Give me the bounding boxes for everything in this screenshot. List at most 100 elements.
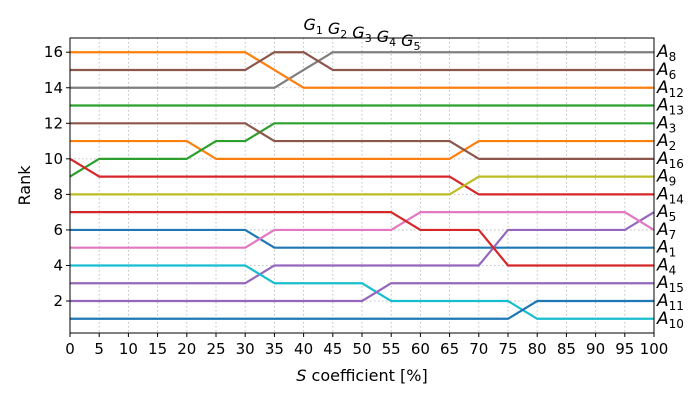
- series-line-5: [70, 122, 654, 160]
- right-label-sub-1: 6: [669, 68, 677, 82]
- right-label-A16: A16: [656, 149, 684, 171]
- x-tick-label-18: 90: [586, 340, 605, 358]
- x-tick-label-9: 45: [323, 340, 342, 358]
- right-label-sub-14: 11: [669, 299, 684, 313]
- x-tick-label-7: 35: [265, 340, 284, 358]
- right-label-sub-11: 1: [669, 246, 677, 260]
- x-tick-label-15: 75: [498, 340, 517, 358]
- right-label-main-7: A: [656, 167, 669, 187]
- right-label-A9: A9: [656, 167, 676, 189]
- right-label-A13: A13: [656, 96, 684, 118]
- right-label-sub-13: 15: [669, 281, 684, 295]
- y-tick-label-6: 14: [44, 79, 63, 97]
- series-line-9: [70, 264, 654, 320]
- x-tick-label-10: 50: [352, 340, 371, 358]
- y-tick-label-4: 10: [44, 150, 63, 168]
- x-axis-label: S coefficient [%]: [296, 366, 427, 385]
- series-line-10: [70, 299, 654, 320]
- title-part-sub-0: 1: [316, 24, 323, 37]
- right-label-A7: A7: [656, 220, 676, 242]
- right-label-A14: A14: [656, 184, 684, 206]
- series-line-1: [70, 139, 654, 160]
- right-label-A12: A12: [656, 78, 684, 100]
- series-line-7: [70, 51, 654, 89]
- series-line-13: [70, 211, 654, 267]
- title-part-sub-4: 5: [414, 40, 421, 53]
- right-label-main-11: A: [656, 238, 669, 258]
- right-label-main-6: A: [656, 149, 669, 169]
- series-line-0: [70, 228, 654, 249]
- right-label-sub-3: 13: [669, 104, 684, 118]
- x-tick-label-17: 85: [557, 340, 576, 358]
- series-line-8: [70, 175, 654, 196]
- right-label-A2: A2: [656, 131, 676, 153]
- right-label-sub-10: 7: [669, 228, 677, 242]
- right-label-A3: A3: [656, 113, 676, 135]
- x-tick-label-20: 100: [640, 340, 669, 358]
- x-tick-label-16: 80: [528, 340, 547, 358]
- right-label-A15: A15: [656, 273, 684, 295]
- right-label-sub-15: 10: [669, 317, 684, 331]
- y-tick-label-2: 6: [53, 221, 63, 239]
- right-label-main-4: A: [656, 113, 669, 133]
- right-label-A11: A11: [656, 291, 684, 313]
- y-tick-label-5: 12: [44, 114, 63, 132]
- x-tick-label-8: 40: [294, 340, 313, 358]
- right-label-sub-6: 16: [669, 157, 684, 171]
- x-axis-label-rest: coefficient [%]: [306, 366, 427, 385]
- series-line-14: [70, 282, 654, 303]
- y-tick-label-3: 8: [53, 185, 63, 203]
- right-label-main-14: A: [656, 291, 669, 311]
- x-tick-label-1: 5: [94, 340, 104, 358]
- x-axis-label-italic: S: [296, 366, 306, 385]
- x-tick-label-4: 20: [177, 340, 196, 358]
- right-label-A10: A10: [656, 309, 684, 331]
- x-tick-label-14: 70: [469, 340, 488, 358]
- series-line-15: [70, 51, 654, 72]
- right-label-main-1: A: [656, 60, 669, 80]
- y-tick-label-7: 16: [44, 43, 63, 61]
- right-label-main-5: A: [656, 131, 669, 151]
- right-label-main-13: A: [656, 273, 669, 293]
- right-label-main-3: A: [656, 96, 669, 116]
- x-tick-label-6: 30: [236, 340, 255, 358]
- chart-title: G1 G2 G3 G4 G5: [303, 15, 420, 53]
- right-label-sub-9: 5: [669, 210, 677, 224]
- x-tick-label-2: 10: [119, 340, 138, 358]
- title-part-main-4: G: [401, 31, 413, 50]
- right-label-main-0: A: [656, 42, 669, 62]
- right-label-A5: A5: [656, 202, 676, 224]
- right-label-main-9: A: [656, 202, 669, 222]
- right-label-main-8: A: [656, 184, 669, 204]
- series-line-4: [70, 211, 655, 285]
- series-line-6: [70, 211, 655, 249]
- right-label-main-10: A: [656, 220, 669, 240]
- title-part-main-2: G: [352, 23, 364, 42]
- title-part-main-3: G: [377, 27, 389, 46]
- right-label-sub-7: 9: [669, 175, 677, 189]
- right-label-main-12: A: [656, 255, 669, 275]
- right-label-sub-5: 2: [669, 139, 677, 153]
- x-tick-label-13: 65: [440, 340, 459, 358]
- right-label-A1: A1: [656, 238, 676, 260]
- series-line-11: [70, 51, 654, 89]
- right-label-main-15: A: [656, 309, 669, 329]
- x-tick-label-12: 60: [411, 340, 430, 358]
- right-label-sub-0: 8: [669, 50, 677, 64]
- x-tick-label-11: 55: [382, 340, 401, 358]
- x-tick-label-0: 0: [65, 340, 75, 358]
- right-label-A4: A4: [656, 255, 676, 277]
- x-tick-label-3: 15: [148, 340, 167, 358]
- right-label-sub-12: 4: [669, 263, 677, 277]
- right-label-sub-2: 12: [669, 86, 684, 100]
- title-part-sub-3: 4: [389, 36, 396, 49]
- x-tick-label-19: 95: [615, 340, 634, 358]
- right-label-A6: A6: [656, 60, 676, 82]
- x-tick-label-5: 25: [206, 340, 225, 358]
- title-part-sub-2: 3: [365, 32, 372, 45]
- title-part-main-0: G: [303, 15, 315, 34]
- y-axis-label: Rank: [15, 165, 34, 206]
- title-part-main-1: G: [328, 19, 340, 38]
